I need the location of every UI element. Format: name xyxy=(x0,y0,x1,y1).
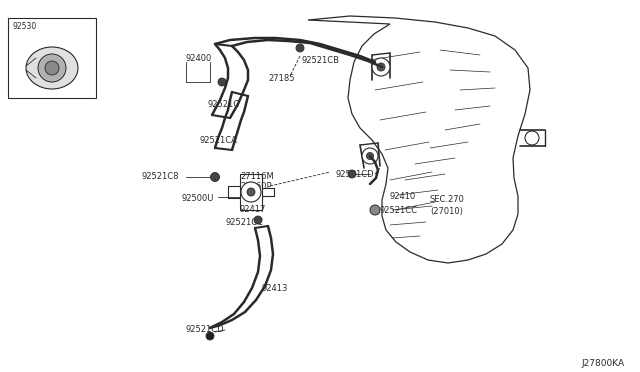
Text: 92413: 92413 xyxy=(262,284,289,293)
Text: 92521CD: 92521CD xyxy=(185,325,223,334)
Circle shape xyxy=(247,188,255,196)
Text: 92417: 92417 xyxy=(240,205,266,214)
Text: 27060P: 27060P xyxy=(240,182,271,191)
Text: (27010): (27010) xyxy=(430,207,463,216)
Circle shape xyxy=(254,216,262,224)
Circle shape xyxy=(348,170,356,178)
Text: 92521C8: 92521C8 xyxy=(142,172,179,181)
Text: 92521CC: 92521CC xyxy=(225,218,263,227)
Circle shape xyxy=(206,332,214,340)
Text: 27185: 27185 xyxy=(268,74,294,83)
Text: 92521CC: 92521CC xyxy=(380,206,418,215)
Bar xyxy=(8,18,96,98)
Circle shape xyxy=(296,44,304,52)
Circle shape xyxy=(38,54,66,82)
Circle shape xyxy=(211,173,220,182)
Text: 92521C: 92521C xyxy=(208,100,240,109)
Circle shape xyxy=(218,78,226,86)
Text: 92400: 92400 xyxy=(186,54,212,63)
Text: 92521CD: 92521CD xyxy=(336,170,374,179)
Circle shape xyxy=(525,131,539,145)
Circle shape xyxy=(367,153,374,160)
Circle shape xyxy=(370,205,380,215)
Text: 92530: 92530 xyxy=(12,22,36,31)
Text: J27800KA: J27800KA xyxy=(582,359,625,368)
Circle shape xyxy=(377,63,385,71)
Circle shape xyxy=(362,148,378,164)
Text: 92500U: 92500U xyxy=(182,194,214,203)
Bar xyxy=(240,174,262,210)
Circle shape xyxy=(45,61,59,75)
Text: 92410: 92410 xyxy=(390,192,416,201)
Text: 27116M: 27116M xyxy=(240,172,274,181)
Ellipse shape xyxy=(26,47,78,89)
Text: 92521CB: 92521CB xyxy=(302,56,340,65)
Circle shape xyxy=(241,182,261,202)
Polygon shape xyxy=(308,16,530,263)
Text: SEC.270: SEC.270 xyxy=(430,195,465,204)
Circle shape xyxy=(372,58,390,76)
Text: 92521CA: 92521CA xyxy=(200,136,238,145)
